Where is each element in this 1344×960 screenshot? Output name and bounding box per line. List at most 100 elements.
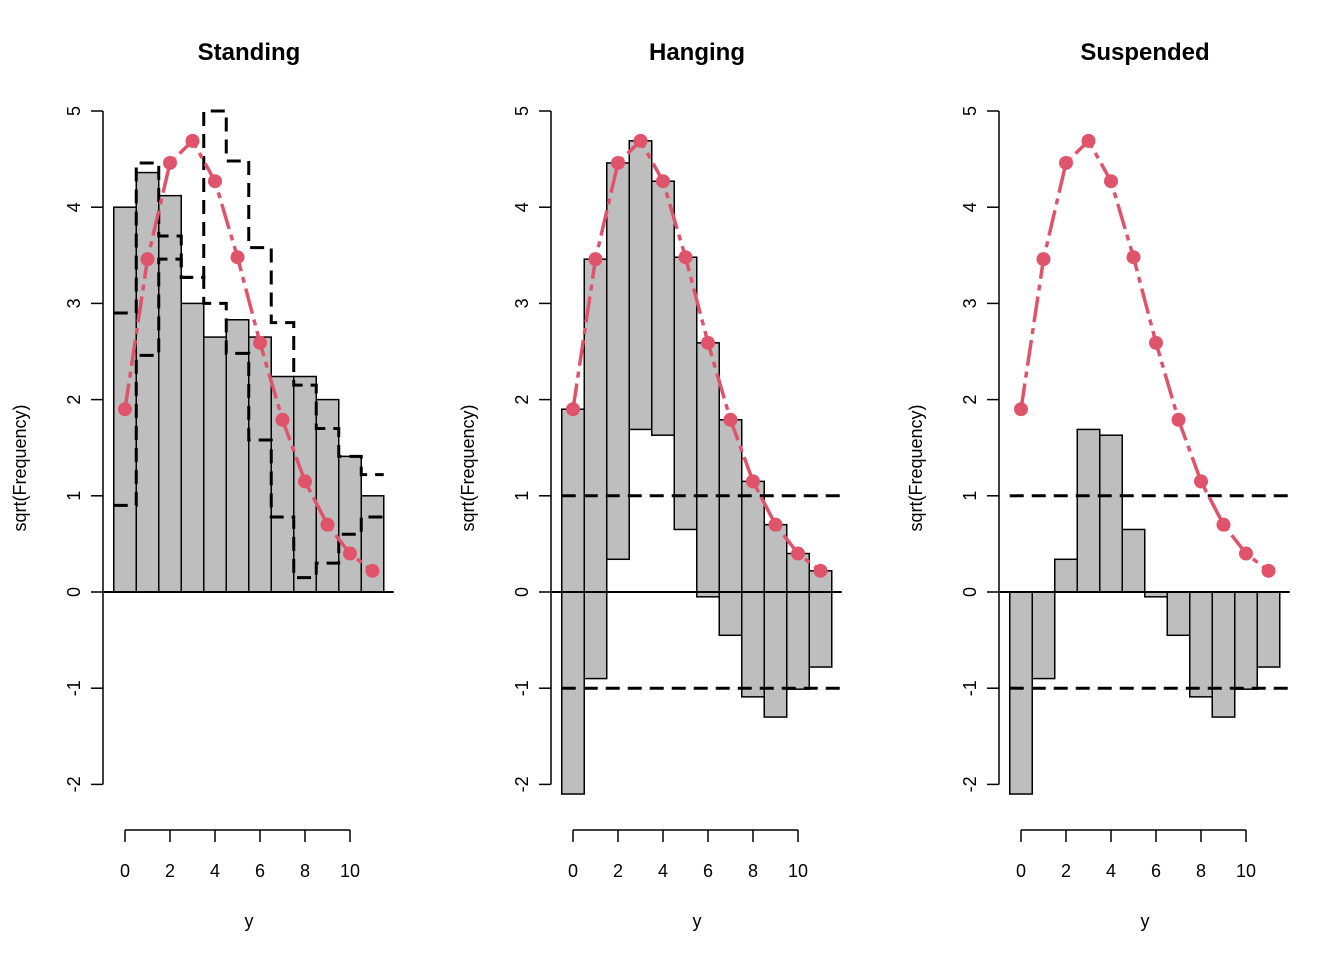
bar (180, 302, 205, 593)
fitted-point (701, 335, 715, 350)
y-tick-label: 2 (512, 395, 532, 405)
y-tick-label: 3 (960, 298, 980, 308)
y-tick-label: -1 (64, 680, 84, 696)
y-tick-label: 3 (512, 298, 532, 308)
y-tick-label: 3 (64, 298, 84, 308)
bar (786, 552, 810, 690)
x-axis-label: y (693, 911, 702, 931)
y-tick-label: 1 (64, 491, 84, 501)
y-tick-label: 1 (512, 491, 532, 501)
y-tick-label: 0 (64, 587, 84, 597)
x-axis-label: y (1141, 911, 1150, 931)
fitted-point (723, 412, 738, 427)
fitted-point (140, 252, 155, 267)
bar (1054, 558, 1078, 593)
fitted-point (633, 133, 648, 148)
fitted-point (588, 252, 603, 267)
fitted-point (1081, 133, 1096, 148)
fitted-point (230, 250, 245, 265)
fitted-point (343, 546, 357, 561)
y-tick-label: -1 (512, 680, 532, 696)
bar (651, 180, 675, 436)
x-tick-label: 4 (658, 861, 668, 881)
fitted-point (163, 155, 177, 170)
y-tick-label: -1 (960, 680, 980, 696)
x-tick-label: 8 (748, 861, 758, 881)
x-tick-label: 10 (788, 861, 808, 881)
fitted-point (813, 563, 828, 578)
bar (718, 419, 743, 637)
fitted-point (1239, 546, 1253, 561)
bar (628, 140, 653, 431)
fitted-point (1194, 474, 1208, 489)
y-tick-label: 5 (960, 106, 980, 116)
bar (696, 342, 720, 598)
fitted-point (1014, 402, 1028, 417)
fitted-point (320, 517, 335, 532)
bar (808, 570, 833, 668)
x-tick-label: 2 (165, 861, 175, 881)
bar (135, 171, 160, 593)
panel-title: Suspended (1080, 39, 1209, 66)
bar (1121, 528, 1146, 593)
x-tick-label: 4 (210, 861, 220, 881)
bar (1031, 591, 1056, 680)
fitted-point (365, 563, 380, 578)
bar (1211, 591, 1236, 718)
y-tick-label: 1 (960, 491, 980, 501)
panel-title: Hanging (649, 39, 745, 66)
fitted-point (185, 133, 200, 148)
y-tick-label: 0 (960, 587, 980, 597)
panel-standing: Standing y sqrt(Frequency) -2 -1 0 1 2 3 4 5 0 2 4… (10, 39, 394, 931)
bar (338, 455, 362, 593)
bar (225, 319, 250, 593)
fitted-point (611, 155, 625, 170)
y-axis-label: sqrt(Frequency) (458, 404, 478, 531)
panel-hanging: Hanging y sqrt(Frequency) -2 -1 0 1 2 3 4 5 0 2 4 6… (458, 39, 842, 931)
y-axis-label: sqrt(Frequency) (906, 404, 926, 531)
x-tick-label: 8 (1196, 861, 1206, 881)
x-tick-label: 6 (703, 861, 713, 881)
confidence-band-lower (113, 257, 384, 580)
bar (561, 408, 585, 795)
fitted-point (1104, 174, 1118, 189)
fitted-point (1036, 252, 1051, 267)
y-tick-label: 5 (64, 106, 84, 116)
bar (1009, 591, 1033, 795)
y-tick-label: -2 (64, 776, 84, 792)
y-tick-label: 5 (512, 106, 532, 116)
y-axis-label: sqrt(Frequency) (10, 404, 30, 531)
fitted-point (1261, 563, 1276, 578)
x-tick-label: 2 (1061, 861, 1071, 881)
fitted-point (118, 402, 132, 417)
fitted-point (768, 517, 783, 532)
x-axis-label: y (245, 911, 254, 931)
y-tick-label: 2 (960, 395, 980, 405)
panel-title: Standing (198, 39, 301, 66)
x-tick-label: 10 (1236, 861, 1256, 881)
x-tick-label: 0 (568, 861, 578, 881)
panel-suspended: Suspended y sqrt(Frequency) -2 -1 0 1 2 3 4 5 0 2… (906, 39, 1290, 931)
confidence-band-upper (113, 109, 384, 477)
y-tick-label: -2 (512, 776, 532, 792)
fitted-point (1149, 335, 1163, 350)
bar (1234, 591, 1258, 690)
x-tick-label: 4 (1106, 861, 1116, 881)
fitted-point (253, 335, 267, 350)
x-tick-label: 8 (300, 861, 310, 881)
y-tick-label: 2 (64, 395, 84, 405)
y-tick-label: 4 (960, 202, 980, 212)
fitted-point (208, 174, 222, 189)
y-tick-label: 4 (512, 202, 532, 212)
fitted-point (298, 474, 312, 489)
fitted-point (275, 412, 290, 427)
x-tick-label: 0 (120, 861, 130, 881)
fitted-line (1019, 137, 1270, 573)
fitted-point (1171, 412, 1186, 427)
x-tick-label: 2 (613, 861, 623, 881)
fitted-point (566, 402, 580, 417)
x-tick-label: 0 (1016, 861, 1026, 881)
bar (203, 336, 227, 593)
fitted-point (746, 474, 760, 489)
